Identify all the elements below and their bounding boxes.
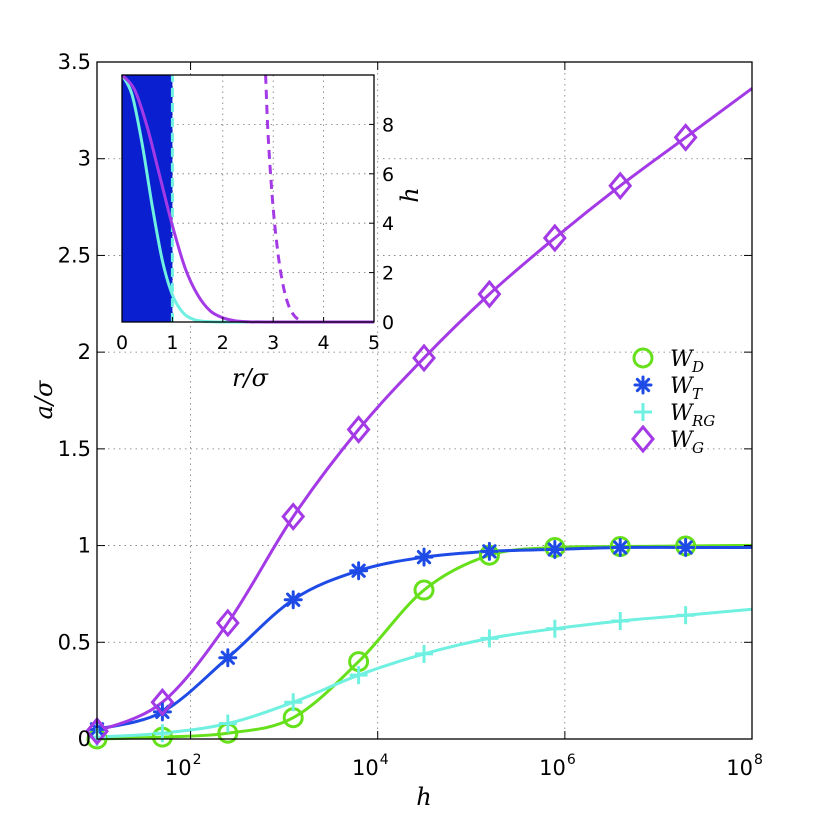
y-tick-label: 0 <box>78 727 91 751</box>
inset-x-tick-label: 4 <box>318 332 330 354</box>
inset-y-tick-label: 8 <box>382 114 394 136</box>
legend-label: W <box>670 347 695 372</box>
x-tick-exponent: 2 <box>193 752 202 768</box>
inset-y-tick-label: 4 <box>382 213 394 235</box>
x-axis-label: h <box>416 783 431 811</box>
x-tick-label: 10 8 <box>726 752 763 780</box>
x-tick-base: 10 <box>165 756 192 780</box>
legend-label-subscript: G <box>692 439 704 457</box>
y-axis-label: a/σ <box>30 380 58 419</box>
data-point-diamond <box>608 171 633 201</box>
data-point-asterisk <box>545 539 565 559</box>
series-line-W-T <box>96 545 752 731</box>
y-tick-label: 1.5 <box>58 437 91 461</box>
legend-label: W <box>670 428 695 453</box>
data-point-plus <box>284 693 303 712</box>
data-point-asterisk <box>218 648 238 668</box>
data-point-plus <box>611 612 630 631</box>
data-point-diamond <box>673 123 698 152</box>
y-tick-label: 2 <box>78 340 91 364</box>
data-point-diamond <box>150 687 175 717</box>
data-point-asterisk <box>283 590 303 610</box>
legend-label: W <box>670 374 695 399</box>
data-point-plus <box>415 644 434 663</box>
legend-label: W <box>670 401 695 426</box>
inset-x-axis-label: r/σ <box>232 364 269 392</box>
inset-grid <box>122 75 374 322</box>
legend-label-subscript: RG <box>691 412 715 430</box>
inset-x-tick-label: 2 <box>217 332 229 354</box>
data-point-circle <box>632 347 654 369</box>
data-point-asterisk <box>349 561 369 581</box>
x-tick-label: 10 2 <box>165 752 202 780</box>
data-point-plus <box>676 606 695 625</box>
data-point-diamond <box>631 424 655 454</box>
y-tick-label: 3.5 <box>58 50 91 74</box>
inset-x-tick-label: 1 <box>166 332 178 354</box>
legend-entry: W RG <box>634 401 715 430</box>
legend: W DW TW RGW G <box>631 347 715 457</box>
data-point-plus <box>545 619 564 638</box>
inset-y-tick-label: 6 <box>382 164 394 186</box>
data-point-asterisk <box>414 547 434 567</box>
y-tick-label: 1 <box>78 534 91 558</box>
x-tick-exponent: 4 <box>380 752 389 768</box>
data-point-asterisk <box>633 375 653 395</box>
series-line-W-RG <box>96 607 753 739</box>
data-point-diamond <box>85 716 109 746</box>
data-point-asterisk <box>479 541 499 561</box>
y-tick-label: 0.5 <box>58 630 91 654</box>
data-point-diamond <box>215 608 240 638</box>
data-point-plus <box>218 714 237 733</box>
legend-label-subscript: D <box>691 358 704 376</box>
y-tick-label: 3 <box>78 147 91 171</box>
y-tick-label: 2.5 <box>58 243 91 267</box>
x-tick-label: 10 4 <box>352 752 389 780</box>
x-tick-label: 10 6 <box>539 752 576 780</box>
x-tick-exponent: 6 <box>567 752 576 768</box>
series-line-W-G <box>96 87 753 733</box>
x-tick-base: 10 <box>539 756 566 780</box>
inset-series-dashed-line <box>264 74 305 324</box>
data-point-asterisk <box>610 538 630 558</box>
x-tick-exponent: 8 <box>754 752 763 768</box>
inset-y-tick-label: 0 <box>382 312 394 334</box>
data-point-diamond <box>477 279 502 309</box>
data-point-plus <box>634 403 652 421</box>
inset-x-tick-label: 0 <box>116 332 128 354</box>
inset-y-axis-label: h <box>396 187 424 202</box>
data-point-plus <box>349 666 368 685</box>
data-point-diamond <box>281 502 306 531</box>
inset-plot-frame <box>121 74 375 323</box>
x-tick-base: 10 <box>352 756 379 780</box>
data-point-diamond <box>542 223 567 253</box>
x-tick-base: 10 <box>726 756 753 780</box>
data-point-plus <box>480 629 499 648</box>
inset-y-tick-label: 2 <box>382 263 394 285</box>
data-point-circle <box>413 579 435 601</box>
data-point-asterisk <box>676 538 696 558</box>
inset-x-tick-label: 5 <box>368 332 380 354</box>
legend-label-subscript: T <box>692 385 703 403</box>
inset-x-tick-label: 3 <box>267 332 279 354</box>
main-plot-frame <box>96 61 753 740</box>
data-point-diamond <box>412 343 436 373</box>
data-point-diamond <box>346 415 371 444</box>
main-ticks: 10 2 10 4 10 6 10 800.511.522.533.5 <box>58 50 763 780</box>
